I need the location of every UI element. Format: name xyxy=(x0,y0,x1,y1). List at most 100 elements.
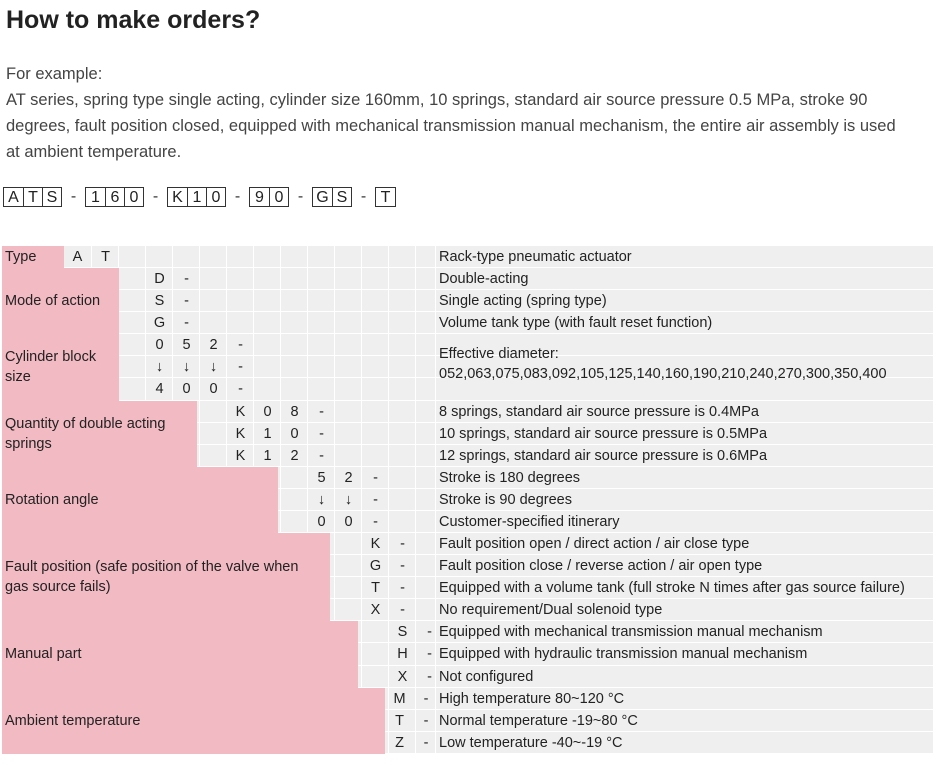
grid-cell xyxy=(200,400,227,423)
option-code: ↓ xyxy=(155,359,164,376)
grid-cell xyxy=(362,599,389,622)
option-code: H xyxy=(397,646,408,663)
option-description: 12 springs, standard air source pressure… xyxy=(439,447,768,464)
grid-cell xyxy=(389,444,416,467)
page-title: How to make orders? xyxy=(6,6,261,34)
section-label-cell xyxy=(2,621,358,688)
grid-cell xyxy=(200,422,227,445)
section-label: Rotation angle xyxy=(5,491,99,508)
grid-cell xyxy=(416,709,436,732)
grid-cell xyxy=(308,510,335,534)
grid-cell xyxy=(389,709,416,732)
grid-cell xyxy=(436,577,934,600)
option-description: 10 springs, standard air source pressure… xyxy=(439,425,768,442)
option-code: S xyxy=(397,624,408,641)
option-code: X xyxy=(397,668,408,685)
code-char: 1 xyxy=(91,189,100,206)
grid-cell xyxy=(281,444,308,467)
grid-cell xyxy=(200,334,227,357)
grid-cell xyxy=(335,577,362,600)
option-code: ↓ xyxy=(182,359,191,376)
grid-cell xyxy=(335,488,362,511)
grid-cell xyxy=(281,290,308,313)
grid-cell xyxy=(227,290,254,313)
option-code: - xyxy=(238,381,243,398)
grid-cell xyxy=(436,687,934,710)
grid-cell xyxy=(308,378,335,401)
option-code: 0 xyxy=(290,425,299,442)
code-char: K xyxy=(172,189,183,206)
grid-cell xyxy=(416,643,436,666)
option-code: - xyxy=(373,469,378,486)
grid-cell xyxy=(436,488,934,511)
option-code: 0 xyxy=(263,403,272,420)
grid-cell xyxy=(119,312,146,335)
option-code: T xyxy=(371,580,380,597)
option-code: - xyxy=(238,337,243,354)
option-description: Effective diameter: xyxy=(439,346,559,363)
grid-cell xyxy=(335,510,362,534)
grid-cell xyxy=(308,422,335,445)
option-description: Stroke is 90 degrees xyxy=(439,491,572,508)
grid-cell xyxy=(362,400,389,423)
model-selection-table: Type Mode of action Cylinder block size Qua… xyxy=(2,246,936,754)
grid-cell xyxy=(254,290,281,313)
grid-cell xyxy=(436,621,934,644)
grid-cell xyxy=(227,422,254,445)
grid-cell xyxy=(436,665,934,688)
grid-cell xyxy=(254,422,281,445)
option-description: 052,063,075,083,092,105,125,140,160,190,… xyxy=(439,366,887,383)
grid-cell xyxy=(436,400,934,423)
code-separator: - xyxy=(297,188,304,205)
code-char: G xyxy=(316,189,329,206)
grid-cell xyxy=(335,246,362,269)
option-description: Rack-type pneumatic actuator xyxy=(439,249,632,265)
grid-cell xyxy=(416,510,436,534)
option-description: Double-acting xyxy=(439,271,529,288)
grid-cell xyxy=(416,422,436,445)
grid-cell xyxy=(146,312,173,335)
grid-cell xyxy=(389,555,416,578)
grid-cell xyxy=(173,290,200,313)
grid-cell xyxy=(389,268,416,291)
grid-cell xyxy=(416,731,436,754)
option-code: A xyxy=(72,249,83,265)
grid-cell xyxy=(416,599,436,622)
grid-cell xyxy=(335,268,362,291)
code-char: 1 xyxy=(187,188,206,206)
grid-cell xyxy=(254,312,281,335)
option-code: 5 xyxy=(317,469,326,486)
option-description: Equipped with a volume tank (full stroke… xyxy=(439,580,905,597)
grid-cell xyxy=(416,378,436,401)
grid-cell xyxy=(362,510,389,534)
grid-cell xyxy=(119,246,146,269)
grid-cell xyxy=(119,290,146,313)
option-code: 0 xyxy=(317,513,326,530)
option-code: M xyxy=(393,690,406,707)
grid-cell xyxy=(200,290,227,313)
grid-cell xyxy=(436,444,934,467)
option-code: 0 xyxy=(209,381,218,398)
grid-cell xyxy=(308,466,335,489)
option-description: Equipped with hydraulic transmission man… xyxy=(439,646,808,663)
section-label-cell xyxy=(2,533,330,622)
option-code: - xyxy=(427,646,432,663)
section-label-cell xyxy=(2,466,278,534)
option-code: S xyxy=(154,293,165,310)
grid-cell xyxy=(200,268,227,291)
grid-cell xyxy=(92,246,119,269)
option-code: - xyxy=(184,293,189,310)
grid-cell xyxy=(416,577,436,600)
option-description: Fault position close / reverse action / … xyxy=(439,558,763,575)
grid-cell xyxy=(254,356,281,379)
option-code: - xyxy=(400,602,405,619)
option-code: 4 xyxy=(155,381,164,398)
option-code: Z xyxy=(395,734,404,751)
grid-cell xyxy=(362,643,389,666)
grid-cell xyxy=(335,378,362,401)
grid-cell xyxy=(362,621,389,644)
grid-cell xyxy=(389,510,416,534)
